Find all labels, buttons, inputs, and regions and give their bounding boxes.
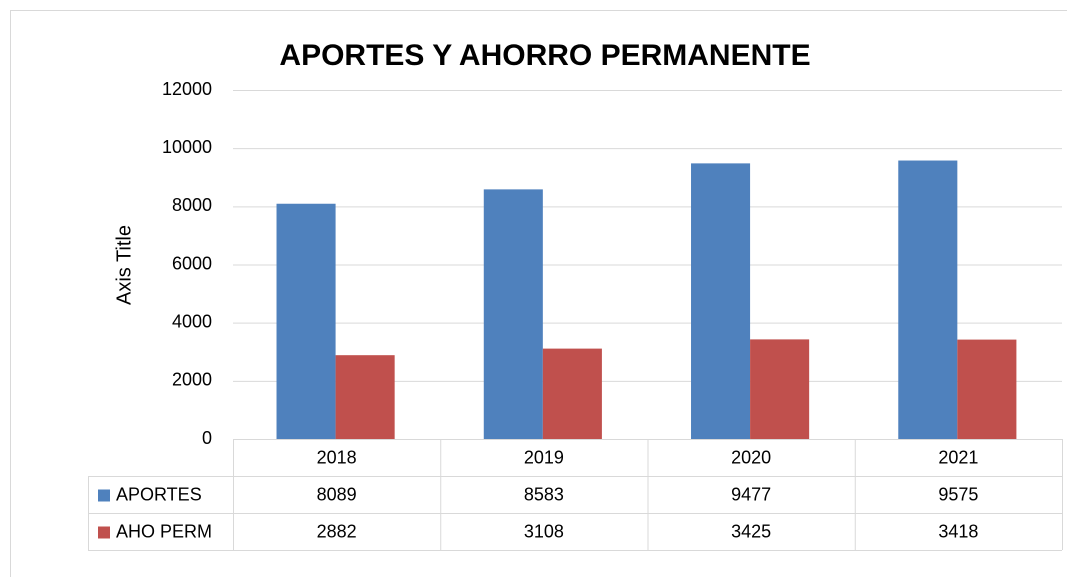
legend-key	[98, 489, 110, 502]
table-value: 3418	[938, 521, 978, 541]
y-tick-label: 6000	[172, 253, 212, 273]
bar	[691, 163, 751, 439]
bar	[335, 355, 395, 439]
legend-label: APORTES	[116, 484, 202, 504]
table-value: 8089	[317, 484, 357, 504]
y-tick-label: 10000	[162, 137, 212, 157]
chart-title: APORTES Y AHORRO PERMANENTE	[279, 39, 810, 72]
y-tick-label: 0	[202, 428, 212, 448]
y-tick-label: 8000	[172, 195, 212, 215]
x-tick-label: 2019	[524, 447, 564, 467]
y-axis-title: Axis Title	[113, 225, 135, 305]
x-tick-label: 2021	[938, 447, 978, 467]
table-value: 9575	[938, 484, 978, 504]
bar	[898, 160, 958, 439]
bar	[276, 203, 336, 439]
legend-key	[98, 526, 110, 539]
table-value: 9477	[731, 484, 771, 504]
x-tick-label: 2018	[317, 447, 357, 467]
table-value: 2882	[317, 521, 357, 541]
bar	[957, 339, 1017, 439]
bar	[750, 339, 810, 439]
x-tick-label: 2020	[731, 447, 771, 467]
table-value: 3425	[731, 521, 771, 541]
legend-label: AHO PERM	[116, 521, 212, 541]
y-tick-label: 4000	[172, 311, 212, 331]
table-value: 8583	[524, 484, 564, 504]
table-value: 3108	[524, 521, 564, 541]
bar	[542, 348, 602, 439]
bar	[483, 189, 543, 439]
y-tick-label: 2000	[172, 370, 212, 390]
y-tick-label: 12000	[162, 79, 212, 99]
